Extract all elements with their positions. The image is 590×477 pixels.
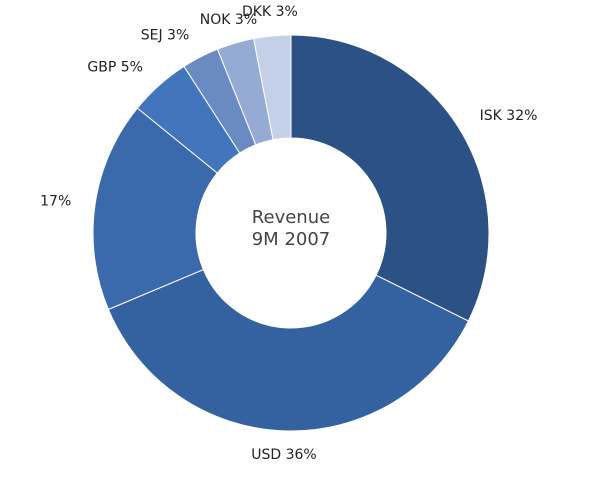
chart-subtitle: 9M 2007 [252, 229, 331, 250]
slice [183, 48, 257, 154]
slice-label: NOK 3% [200, 12, 257, 28]
slice-value-label: 3% [235, 12, 257, 28]
slice-category: GBP [87, 60, 116, 76]
slice-value-label: 17% [40, 193, 71, 209]
slice-label: ISK 32% [480, 108, 538, 124]
slice [290, 34, 490, 322]
slice-category: USD [251, 447, 281, 463]
slice [92, 107, 218, 311]
slice-label: SEJ 3% [141, 28, 190, 44]
slice-label: 17% [40, 193, 71, 209]
slice-label: USD 36% [251, 447, 317, 463]
slice-label: DKK 3% [242, 4, 298, 20]
slice-category: ISK [480, 108, 503, 124]
slice-category: NOK [200, 12, 231, 28]
slice-value-label: 32% [506, 108, 537, 124]
slice-category: DKK [242, 4, 272, 20]
slice-value-label: 3% [276, 4, 298, 20]
slice-value-label: 36% [286, 447, 317, 463]
slice-category: SEJ [141, 28, 163, 44]
slice-value-label: 5% [121, 60, 143, 76]
slice-label: GBP 5% [87, 60, 143, 76]
chart-title: Revenue [252, 207, 330, 228]
slice [136, 65, 241, 174]
slice-value-label: 3% [167, 28, 189, 44]
slice [107, 269, 470, 432]
slice [216, 37, 274, 146]
